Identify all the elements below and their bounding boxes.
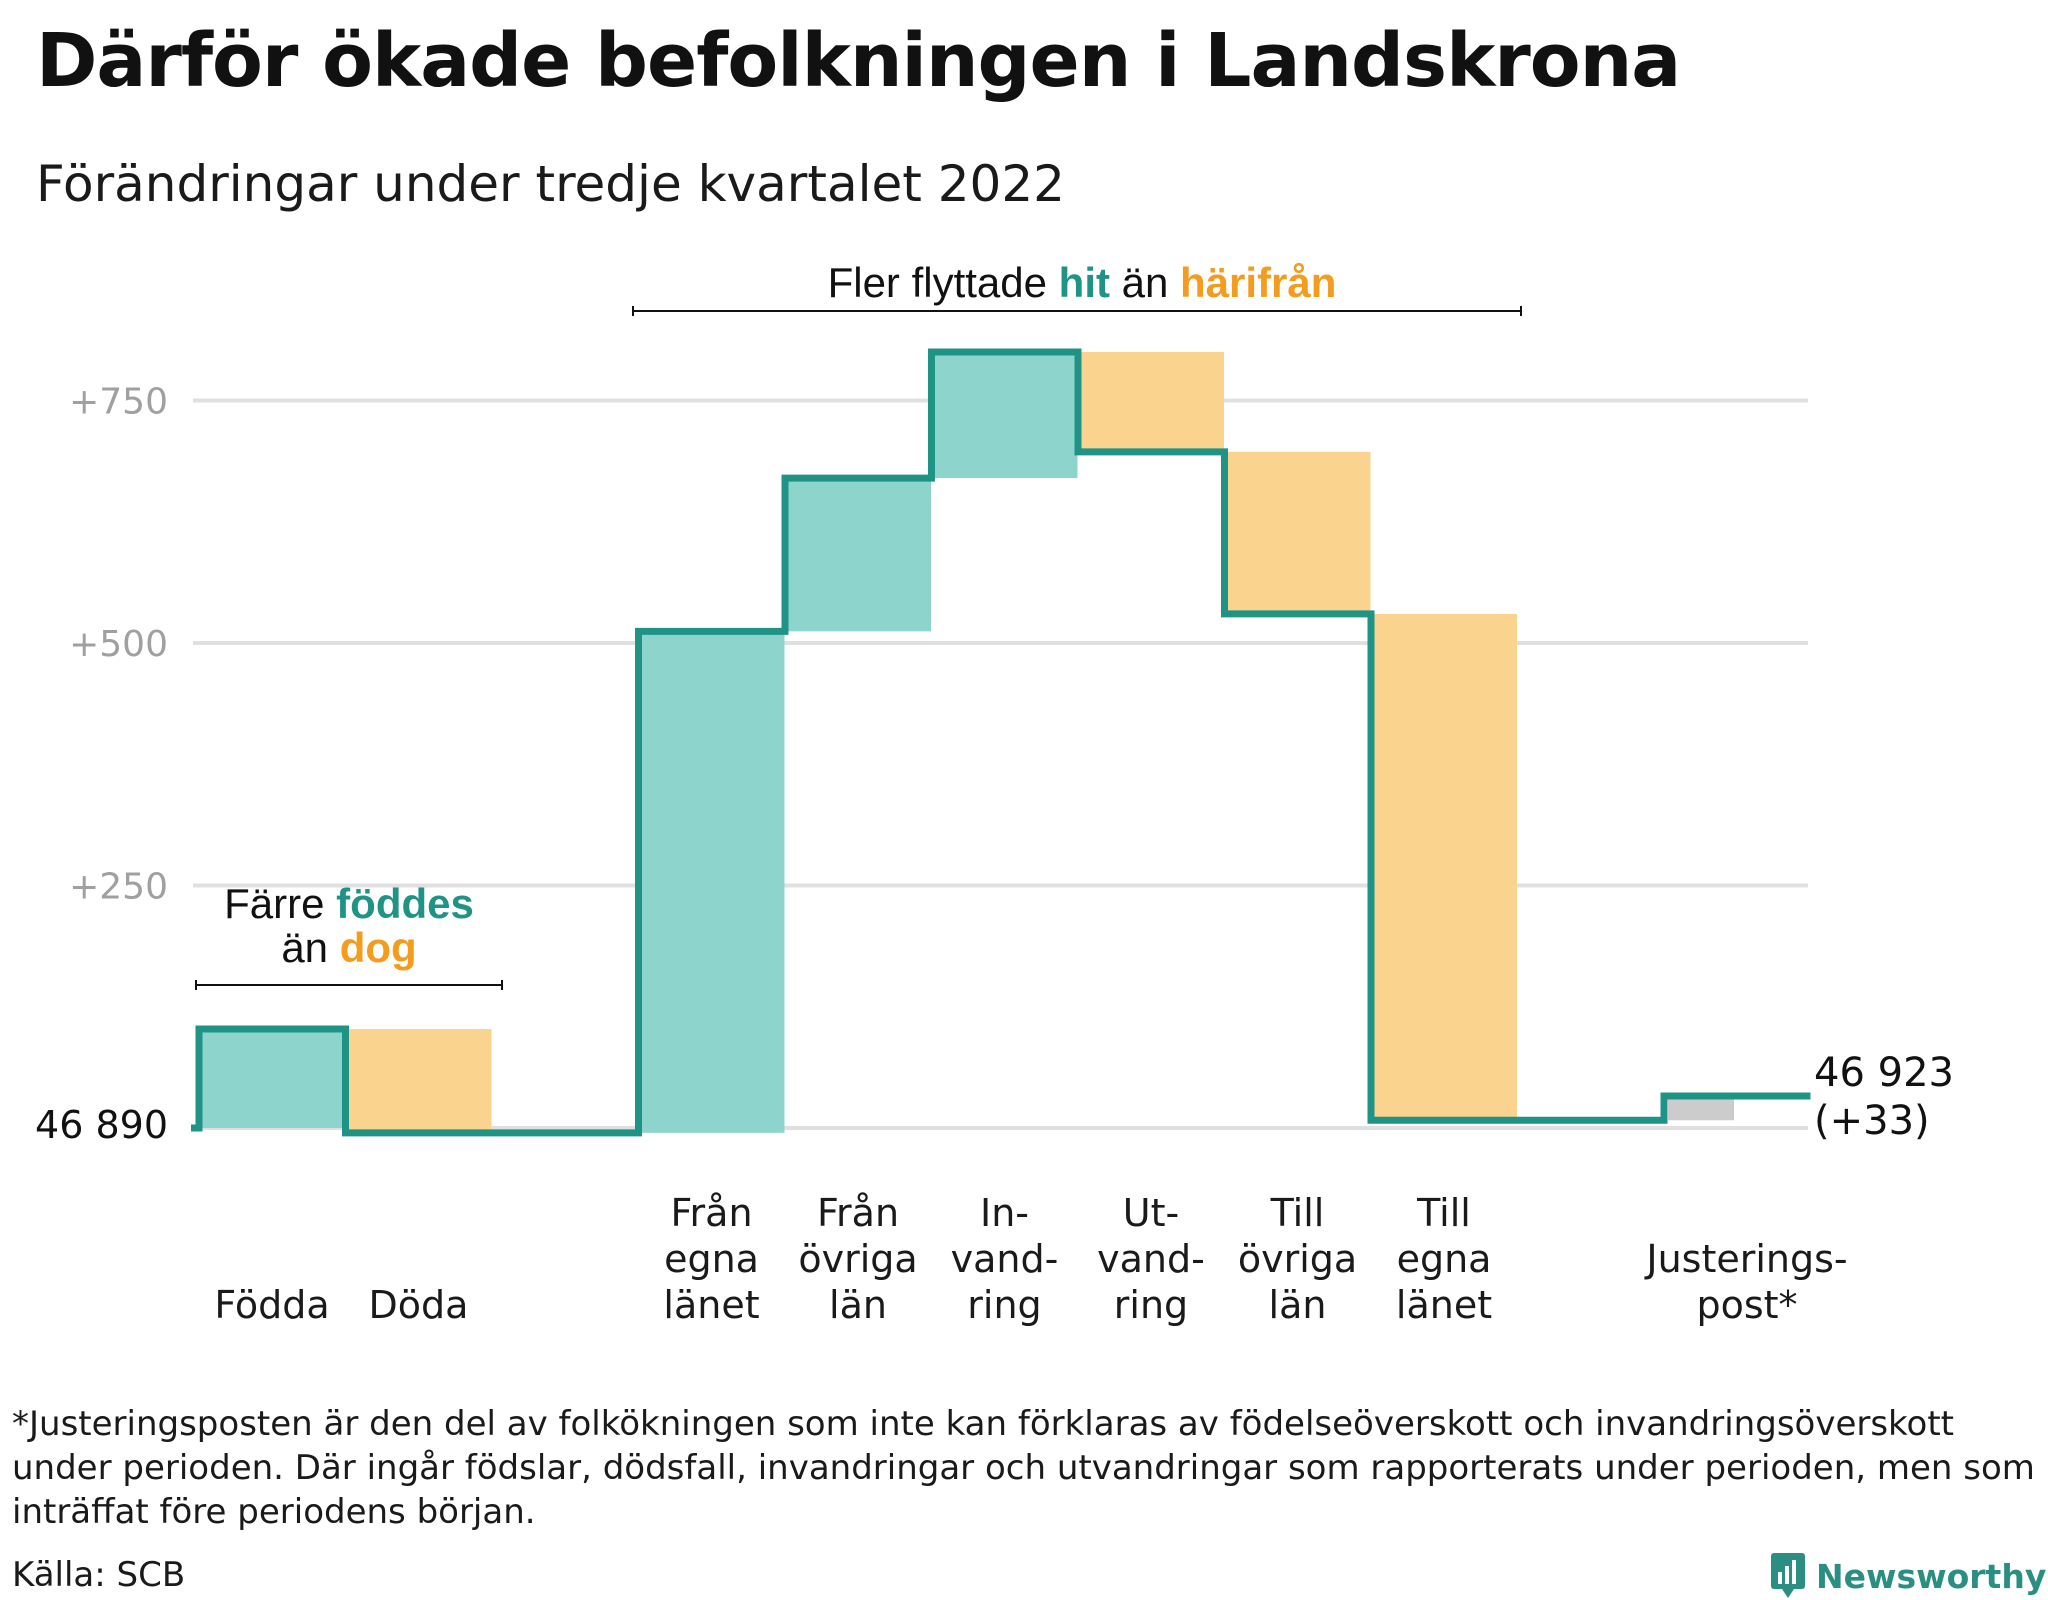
category-label: Till [1416,1191,1471,1235]
category-label: Till [1270,1191,1325,1235]
chart-title: Därför ökade befolkningen i Landskrona [36,18,1681,104]
bar [785,478,931,632]
chart-subtitle: Förändringar under tredje kvartalet 2022 [36,155,1065,213]
category-label: länet [1396,1283,1492,1327]
category-label: ring [1114,1283,1188,1327]
category-label: Från [670,1191,752,1235]
bar [931,352,1078,479]
category-label: länet [663,1283,759,1327]
brand-name: Newsworthy [1816,1556,2047,1596]
bar [345,1029,492,1133]
category-label: post* [1696,1283,1797,1327]
end-value-label: 46 923 [1814,1050,1954,1096]
bar [1371,613,1517,1121]
waterfall-chart: +250 +500 +750 Fler flyttade hit än härifr… [35,259,1954,1327]
bar [199,1029,345,1128]
natural-annotation-line2: än dog [281,924,416,971]
category-label: vand- [951,1237,1059,1281]
newsworthy-logo: Newsworthy [1770,1552,2046,1600]
bar [638,631,785,1133]
category-label: övriga [798,1237,917,1281]
category-label: Från [817,1191,899,1235]
category-label: Födda [214,1283,329,1327]
category-label: egna [1397,1237,1492,1281]
category-label: ring [967,1283,1041,1327]
y-tick-label: +750 [69,382,168,423]
category-label: In- [980,1191,1029,1235]
y-axis-ticks: +250 +500 +750 [69,382,168,908]
category-label: vand- [1097,1237,1205,1281]
migration-annotation: Fler flyttade hit än härifrån [828,259,1337,306]
grid-lines [193,398,1808,1130]
category-label: övriga [1238,1237,1357,1281]
bar [1668,1095,1734,1121]
footnote: *Justeringsposten är den del av folkökni… [12,1404,2035,1532]
base-value-label: 46 890 [35,1103,168,1147]
bar [1078,352,1224,452]
running-total-line [191,348,1811,1137]
category-label: län [829,1283,887,1327]
category-label: Justerings- [1644,1237,1847,1281]
source-label: Källa: SCB [12,1555,186,1595]
y-tick-label: +250 [69,867,168,908]
bar [1224,451,1371,614]
y-tick-label: +500 [69,624,168,665]
category-label: Ut- [1123,1191,1179,1235]
natural-annotation-line1: Färre föddes [224,880,474,927]
category-label: Döda [369,1283,469,1327]
bars [199,352,1734,1133]
category-label: egna [664,1237,759,1281]
newsworthy-logo-icon [1771,1553,1805,1598]
migration-bracket [632,306,1522,316]
category-label: län [1269,1283,1327,1327]
natural-bracket [195,980,503,990]
category-labels: Födda DödaFrånegnalänetFrånövrigalänIn-va… [214,1191,1847,1327]
end-change-label: (+33) [1814,1098,1930,1144]
